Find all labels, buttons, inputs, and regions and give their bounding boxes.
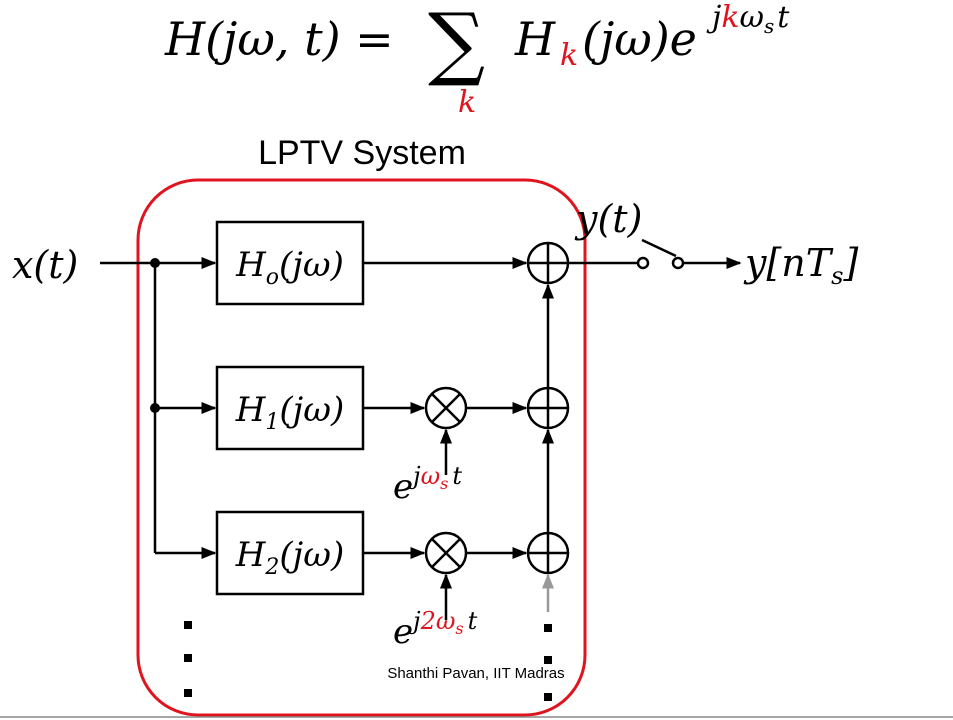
mod-base: e — [393, 612, 413, 652]
eq-sum: ∑ — [428, 0, 485, 89]
mod-factor: 2ω — [420, 607, 456, 635]
mod-sub: s — [440, 474, 448, 493]
output-sampled: y[nTs] — [743, 241, 858, 290]
eq-left: H(jω, t) = — [164, 12, 394, 66]
summer — [526, 241, 570, 285]
block-arg: (jω) — [279, 390, 344, 430]
junction — [150, 258, 160, 268]
output-continuous: y(t) — [574, 197, 642, 241]
block-arg: (jω) — [279, 535, 344, 575]
eq-exp-omega: ω — [740, 0, 764, 35]
modulator-label: ej2ωs t — [393, 607, 478, 652]
block-arg: (jω) — [279, 245, 344, 285]
output-main: y[nT — [743, 241, 834, 285]
output-close: ] — [842, 241, 858, 285]
block-label: Ho(jω) — [235, 245, 344, 290]
eq-exp-k: k — [721, 0, 739, 35]
system-boundary — [136, 178, 587, 717]
filter-block — [215, 365, 365, 451]
continuation-dots — [184, 621, 552, 701]
credit: Shanthi Pavan, IIT Madras — [387, 665, 564, 682]
eq-term-rest: (jω)e — [582, 12, 697, 66]
switch-contact — [671, 256, 685, 270]
output-sub: s — [831, 262, 843, 290]
eq-exp-t: t — [777, 0, 790, 35]
summer — [526, 531, 570, 575]
eq-exp-sub: s — [764, 14, 774, 38]
modulator-label: ejωs t — [393, 462, 462, 507]
block-index: 2 — [264, 555, 279, 580]
title: LPTV System — [258, 134, 466, 172]
eq-exp-j: j — [706, 0, 721, 35]
junction — [150, 403, 160, 413]
block-index: 1 — [265, 410, 279, 435]
input-label: x(t) — [12, 243, 78, 287]
block-name: H — [235, 390, 267, 430]
block-name: H — [235, 245, 267, 285]
switch-contact — [636, 256, 650, 270]
block-name: H — [235, 535, 267, 575]
filter-block — [215, 220, 365, 306]
summer — [526, 386, 570, 430]
mod-t: t — [468, 607, 478, 635]
eq-sum-index: k — [458, 85, 476, 120]
mod-t: t — [452, 462, 462, 490]
mod-factor: ω — [421, 462, 441, 490]
block-index: o — [266, 265, 279, 290]
eq-term: H — [514, 12, 556, 66]
multiplier — [424, 531, 468, 575]
mod-base: e — [393, 467, 413, 507]
block-label: H2(jω) — [235, 535, 344, 580]
switch-blade — [641, 238, 677, 258]
eq-term-index: k — [560, 38, 578, 73]
multiplier — [424, 386, 468, 430]
block-label: H1(jω) — [235, 390, 344, 435]
mod-sub: s — [455, 619, 463, 638]
eq-exponent: jkωs t — [706, 0, 790, 38]
